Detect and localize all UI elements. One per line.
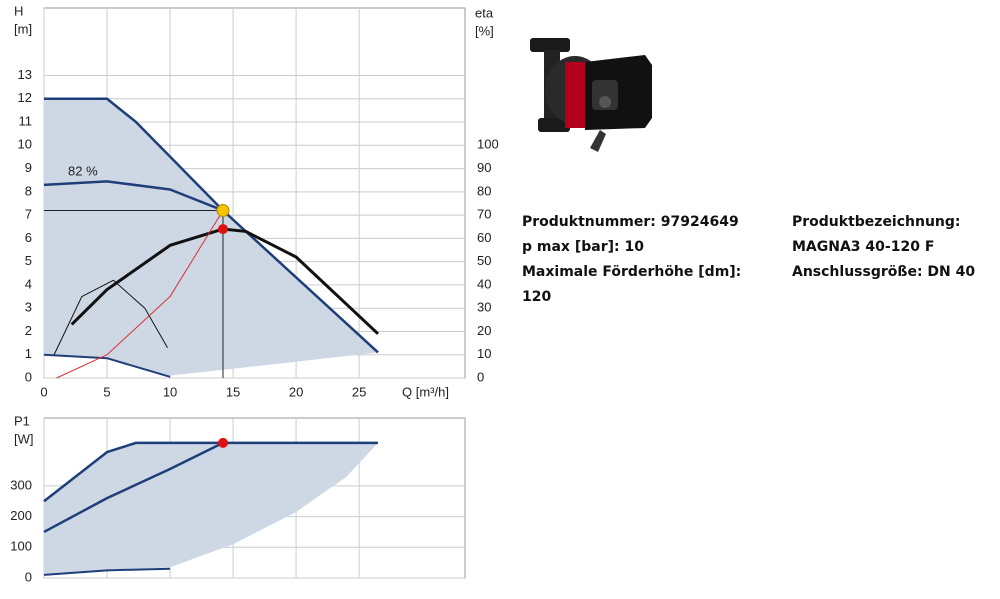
y-tick-label: 13 (18, 67, 32, 82)
curve (43, 353, 171, 378)
y-tick-label: 7 (25, 207, 32, 222)
curve (56, 210, 224, 379)
y-tick-label: 200 (10, 508, 32, 523)
y2-tick-label: 20 (477, 323, 491, 338)
y2-axis-label: eta (475, 5, 494, 20)
info-line: p max [bar]: 10 (522, 239, 644, 255)
y-tick-label: 6 (25, 230, 32, 245)
curve (43, 441, 379, 503)
y-tick-label: 5 (25, 253, 32, 268)
y-axis-label: H (14, 3, 23, 18)
y-tick-label: 100 (10, 539, 32, 554)
x-axis-label: Q [m³/h] (402, 384, 449, 399)
y2-tick-label: 0 (477, 369, 484, 384)
info-line: 120 (522, 289, 551, 305)
product-info: Produktnummer: 97924649 p max [bar]: 10 … (522, 214, 975, 305)
y-tick-label: 11 (19, 113, 33, 128)
curve (43, 180, 224, 212)
y2-tick-label: 40 (477, 276, 491, 291)
y2-tick-label: 100 (477, 137, 499, 152)
y2-tick-label: 60 (477, 230, 491, 245)
curve (53, 279, 168, 355)
y-tick-label: 300 (10, 477, 32, 492)
curve (43, 441, 224, 534)
y-tick-label: 4 (25, 276, 32, 291)
curve (43, 567, 171, 576)
x-tick-label: 15 (226, 384, 240, 399)
y-tick-label: 10 (18, 137, 32, 152)
x-tick-label: 10 (163, 384, 177, 399)
y2-tick-label: 80 (477, 183, 491, 198)
y-tick-label: 2 (25, 323, 32, 338)
point (217, 224, 228, 235)
y-tick-label: 8 (25, 183, 32, 198)
y2-tick-label: 10 (477, 346, 491, 361)
y2-axis-unit: [%] (475, 23, 494, 38)
y2-tick-label: 30 (477, 300, 491, 315)
y-tick-label: 0 (25, 369, 32, 384)
y-tick-label: 12 (18, 90, 32, 105)
operating-area (44, 98, 379, 376)
x-tick-label: 20 (289, 384, 303, 399)
y-tick-label: 3 (25, 300, 32, 315)
x-tick-label: 5 (103, 384, 110, 399)
pump-image (530, 38, 652, 152)
annotation: 82 % (68, 163, 98, 178)
y-axis-unit: [W] (14, 431, 34, 446)
y2-tick-label: 50 (477, 253, 491, 268)
y-tick-label: 0 (25, 569, 32, 584)
info-line: Produktnummer: 97924649 (522, 214, 739, 230)
y-axis-unit: [m] (14, 21, 32, 36)
info-line: Maximale Förderhöhe [dm]: (522, 264, 741, 280)
y-tick-label: 9 (25, 160, 32, 175)
y2-tick-label: 70 (477, 207, 491, 222)
info-line: MAGNA3 40-120 F (792, 239, 934, 255)
x-tick-label: 25 (352, 384, 366, 399)
y2-tick-label: 90 (477, 160, 491, 175)
point (217, 437, 228, 448)
info-line: Anschlussgröße: DN 40 (792, 264, 975, 280)
operating-area (44, 442, 379, 575)
x-tick-label: 0 (40, 384, 47, 399)
curve (44, 97, 379, 354)
y-tick-label: 1 (25, 346, 32, 361)
info-line: Produktbezeichnung: (792, 214, 961, 230)
y-axis-label: P1 (14, 413, 30, 428)
duty-point (216, 203, 230, 217)
